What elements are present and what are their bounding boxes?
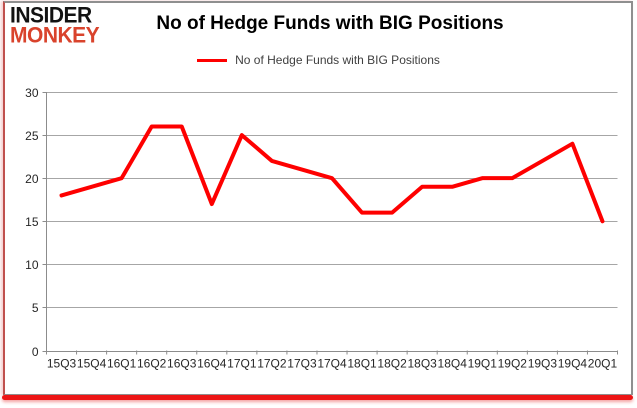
y-tick-label: 5	[32, 301, 39, 315]
y-tick-label: 25	[25, 129, 39, 143]
y-tick-label: 0	[32, 345, 39, 359]
legend: No of Hedge Funds with BIG Positions	[0, 53, 637, 67]
x-tick-label: 17Q3	[287, 357, 317, 371]
x-tick-label: 19Q1	[468, 357, 498, 371]
x-tick-label: 16Q4	[197, 357, 227, 371]
x-tick-label: 16Q3	[167, 357, 197, 371]
x-tick-label: 16Q2	[137, 357, 167, 371]
logo-line2: MONKEY	[10, 22, 100, 48]
x-tick-label: 20Q1	[588, 357, 618, 371]
insider-monkey-logo: INSIDER MONKEY	[10, 3, 100, 48]
chart-frame	[3, 1, 633, 395]
x-tick-label: 19Q2	[498, 357, 528, 371]
x-tick-label: 17Q2	[257, 357, 287, 371]
y-tick-label: 20	[25, 172, 39, 186]
x-tick-label: 17Q4	[317, 357, 347, 371]
logo-line1: INSIDER	[10, 3, 92, 28]
x-tick-label: 18Q3	[407, 357, 437, 371]
x-tick-label: 16Q1	[107, 357, 137, 371]
series-line-no-of-hedge-funds-with-big-positions	[59, 124, 605, 224]
x-tick-label: 15Q3	[47, 357, 77, 371]
y-tick-label: 10	[25, 258, 39, 272]
frame-bottom-accent	[2, 395, 633, 400]
x-tick-label: 19Q4	[558, 357, 588, 371]
legend-line-swatch	[197, 58, 228, 62]
legend-label: No of Hedge Funds with BIG Positions	[235, 53, 440, 67]
x-tick-label: 18Q1	[347, 357, 377, 371]
y-tick-label: 30	[25, 86, 39, 100]
x-tick-label: 15Q4	[77, 357, 107, 371]
chart-title: No of Hedge Funds with BIG Positions	[156, 13, 504, 34]
x-axis: 15Q3 15Q4 16Q1 16Q2 16Q3 16Q4 17Q1 17Q2 17Q3 17Q4…	[46, 350, 618, 371]
y-tick-label: 15	[25, 215, 39, 229]
x-tick-label: 18Q2	[377, 357, 407, 371]
x-tick-label: 19Q3	[528, 357, 558, 371]
y-axis: 0 5 10 15 20 25 30	[25, 86, 618, 359]
x-tick-label: 18Q4	[438, 357, 468, 371]
x-tick-label: 17Q1	[227, 357, 257, 371]
series-lines	[59, 124, 605, 224]
line-chart: 0 5 10 15 20 25 30 15Q3 15Q4 16Q1 16Q2 16Q3 16Q4 17Q1…	[25, 86, 618, 371]
